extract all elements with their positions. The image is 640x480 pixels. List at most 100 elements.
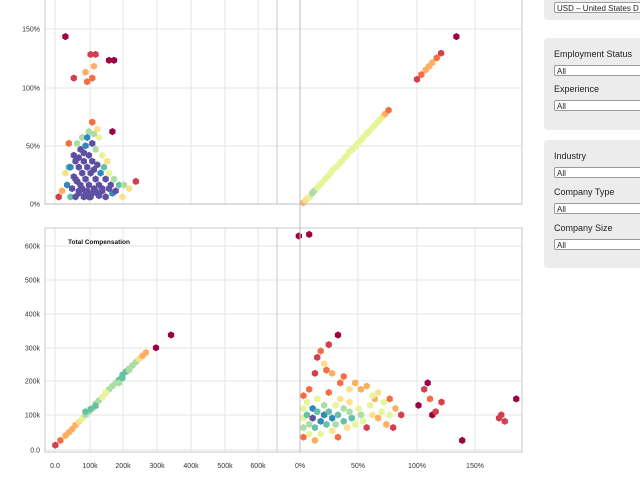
- hex-point: [309, 414, 316, 422]
- hex-point: [383, 420, 390, 428]
- hex-point: [102, 193, 109, 201]
- hex-point: [348, 414, 355, 422]
- hex-point: [92, 145, 99, 153]
- hex-point: [311, 369, 319, 377]
- hex-point: [89, 157, 96, 165]
- hex-point: [311, 436, 319, 444]
- hex-point: [89, 74, 96, 82]
- hex-point: [385, 106, 392, 114]
- hex-point: [142, 349, 149, 357]
- company-type-label: Company Type: [554, 187, 615, 197]
- hex-point: [433, 54, 440, 62]
- x-tick-label: 300k: [149, 463, 165, 470]
- hex-point: [438, 398, 445, 406]
- hex-point: [415, 401, 422, 409]
- hex-point: [432, 408, 439, 416]
- hex-point: [429, 59, 436, 67]
- hex-point: [321, 401, 328, 409]
- hex-point: [92, 187, 99, 195]
- hex-point: [325, 388, 332, 397]
- industry-select[interactable]: All: [554, 167, 640, 178]
- scatter-matrix: 0% 50% 100% 150% 0.0 100k 200k 300k 400k 500k 600k…: [22, 0, 523, 470]
- hex-point: [57, 436, 64, 444]
- hex-point: [85, 128, 92, 136]
- hex-point: [85, 151, 92, 159]
- x-tick-label: 0%: [295, 463, 305, 470]
- hex-point: [306, 420, 313, 428]
- hex-point: [375, 414, 382, 422]
- hex-point: [314, 395, 321, 403]
- hex-point: [167, 331, 175, 339]
- company-type-select[interactable]: All: [554, 203, 640, 214]
- hex-point: [418, 71, 425, 79]
- hex-point: [58, 187, 66, 195]
- hex-point: [386, 411, 393, 419]
- hex-point: [79, 133, 86, 142]
- hex-point: [102, 388, 109, 397]
- hex-point: [90, 62, 97, 70]
- x-tick-label: 400k: [183, 463, 199, 470]
- hex-point: [82, 175, 89, 183]
- company-size-select[interactable]: All: [554, 239, 640, 250]
- y-tick-label: 0%: [30, 202, 40, 209]
- hex-point: [438, 49, 445, 57]
- hex-point: [152, 344, 160, 352]
- hex-point: [87, 405, 94, 413]
- hex-point: [116, 181, 123, 189]
- hex-point: [346, 408, 353, 416]
- hex-point: [352, 379, 359, 387]
- hex-point: [100, 163, 108, 171]
- hex-point: [70, 74, 77, 82]
- hex-point: [317, 347, 324, 355]
- hex-point: [126, 366, 133, 374]
- hex-point: [346, 385, 353, 393]
- hex-point: [334, 331, 342, 339]
- industry-card: Industry All Company Type All Company Si…: [544, 140, 640, 268]
- hex-point: [85, 181, 92, 189]
- hex-point: [306, 230, 313, 238]
- hex-point: [72, 175, 79, 183]
- experience-select[interactable]: All: [554, 100, 640, 111]
- hex-point: [363, 382, 370, 390]
- employment-status-select[interactable]: All: [554, 65, 640, 76]
- hex-point: [121, 181, 128, 189]
- hex-point: [352, 420, 359, 428]
- hex-point: [95, 192, 103, 200]
- panel-frame: [276, 0, 523, 205]
- x-tick-label: 100k: [82, 463, 98, 470]
- hex-point: [104, 157, 111, 165]
- hex-point: [105, 56, 113, 64]
- hex-point: [357, 411, 365, 419]
- hex-point: [109, 128, 116, 136]
- hex-point: [369, 411, 376, 419]
- hex-point: [87, 50, 94, 58]
- currency-select[interactable]: USD – United States D: [554, 2, 640, 13]
- hex-point: [390, 424, 397, 432]
- hex-point: [346, 398, 353, 406]
- hex-point: [321, 360, 328, 368]
- hex-point: [110, 175, 118, 183]
- x-tick-label: 500k: [217, 463, 233, 470]
- hex-point: [378, 408, 385, 416]
- hex-point: [90, 166, 97, 174]
- hex-point: [112, 187, 119, 195]
- hex-point: [89, 118, 96, 126]
- hex-point: [75, 163, 82, 171]
- hex-point: [62, 169, 69, 177]
- y-tick-label: 400k: [25, 312, 41, 319]
- hex-point: [369, 392, 376, 400]
- hex-point: [94, 125, 101, 133]
- hex-point: [357, 385, 365, 393]
- hex-point: [119, 193, 126, 201]
- hex-point: [337, 379, 344, 387]
- y-tick-label: 100k: [25, 413, 41, 420]
- hex-point: [126, 185, 133, 193]
- hex-point: [116, 379, 123, 387]
- hex-point: [375, 388, 382, 397]
- hex-point: [102, 175, 109, 183]
- hex-point: [340, 372, 347, 381]
- hex-point: [62, 33, 69, 41]
- hex-point: [92, 175, 99, 183]
- hex-point: [90, 130, 97, 138]
- x-tick-label: 50%: [351, 463, 365, 470]
